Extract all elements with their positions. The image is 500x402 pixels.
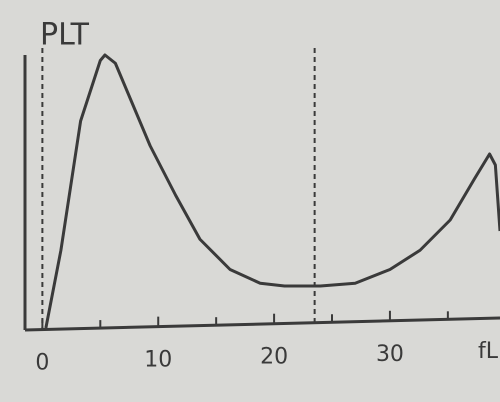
x-tick-label: 0 <box>35 351 49 376</box>
x-unit: fL <box>478 339 499 364</box>
x-tick-label: 20 <box>260 345 288 370</box>
x-tick-label: 30 <box>376 342 404 367</box>
histogram-curve <box>44 53 500 329</box>
x-axis <box>24 316 500 332</box>
chart-title: PLT <box>40 18 90 53</box>
x-tick-label: 10 <box>144 348 172 373</box>
